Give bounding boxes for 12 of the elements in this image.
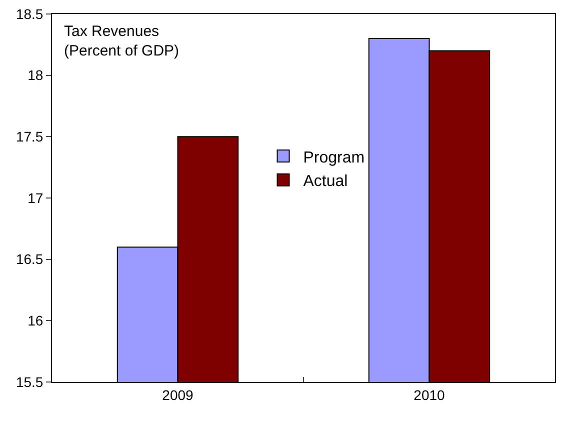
y-tick-label: 15.5	[16, 374, 44, 390]
y-tick-label: 17.5	[16, 128, 44, 145]
legend-label: Program	[303, 149, 365, 166]
x-tick-label: 2009	[162, 386, 194, 403]
y-tick-label: 17	[28, 190, 44, 206]
y-tick-label: 18	[28, 67, 44, 84]
y-tick-label: 16.5	[16, 251, 44, 268]
legend-label: Actual	[303, 173, 348, 190]
y-tick-label: 18.5	[16, 6, 44, 22]
x-tick-label: 2010	[414, 386, 446, 403]
y-tick-label: 16	[28, 312, 44, 329]
text: Tax Revenues (Percent of GDP)	[64, 23, 180, 60]
